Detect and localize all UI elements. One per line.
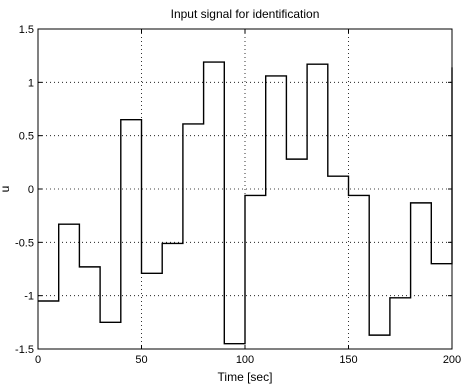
y-tick-label: 1 [28,77,34,89]
y-tick-label: 1.5 [19,24,34,36]
x-axis-label: Time [sec] [218,370,273,384]
y-tick-label: -0.5 [15,237,34,249]
x-tick-label: 50 [135,354,147,366]
x-tick-label: 150 [339,354,357,366]
y-tick-label: -1 [24,291,34,303]
series-group [38,61,453,345]
x-tick-label: 100 [236,354,254,366]
y-axis-ticks: -1.5 -1 -0.5 0 0.5 1 1.5 [15,24,452,356]
y-axis-label: u [0,186,12,193]
y-tick-label: 0 [28,184,34,196]
series-line [38,61,453,345]
x-tick-label: 0 [35,354,41,366]
y-tick-label: -1.5 [15,344,34,356]
x-tick-label: 200 [443,354,461,366]
y-tick-label: 0.5 [19,131,34,143]
chart-title: Input signal for identification [171,7,320,21]
x-axis-ticks: 0 50 100 150 200 [35,29,461,366]
